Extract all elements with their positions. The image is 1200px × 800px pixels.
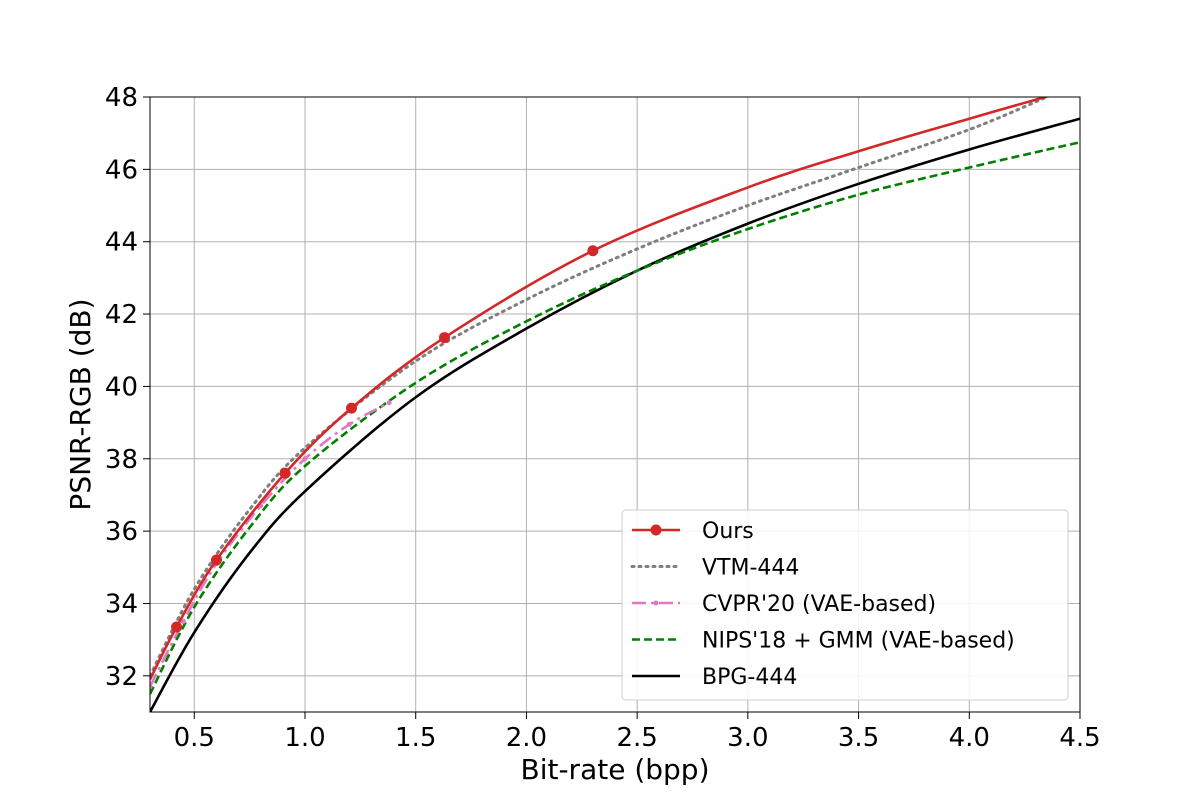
legend-label: CVPR'20 (VAE-based) — [702, 592, 936, 617]
legend-label: Ours — [702, 519, 754, 544]
legend-label: VTM-444 — [702, 556, 799, 581]
x-tick-label: 1.0 — [284, 723, 325, 753]
plot-frame — [149, 96, 1081, 713]
x-tick-label: 4.0 — [949, 723, 990, 753]
data-point — [346, 402, 357, 414]
series-line — [150, 140, 1080, 695]
data-point — [587, 245, 599, 257]
ticks: 0.5 1.0 1.5 2.0 2.5 3.0 3.5 4.0 4.5 32 34 36 38 40 42 4… — [105, 83, 1101, 753]
legend-label: BPG-444 — [702, 665, 797, 690]
x-axis-label: Bit-rate (bpp) — [520, 753, 709, 786]
x-tick-label: 4.5 — [1059, 723, 1100, 753]
series-layer — [150, 97, 1080, 712]
data-point — [302, 456, 308, 462]
y-tick-label: 34 — [105, 589, 138, 619]
y-tick-label: 44 — [105, 228, 138, 258]
data-point — [346, 421, 352, 427]
legend-box — [621, 509, 1069, 701]
x-tick-label: 2.5 — [616, 723, 657, 753]
data-point — [210, 554, 222, 566]
x-tick-label: 3.0 — [727, 723, 768, 753]
x-tick-label: 0.5 — [174, 723, 215, 753]
data-point — [386, 400, 392, 406]
y-tick-label: 32 — [105, 662, 138, 692]
y-tick-label: 36 — [105, 517, 138, 547]
data-point — [150, 684, 153, 690]
series-3 — [150, 140, 1080, 695]
legend-marker — [653, 600, 659, 606]
x-tick-label: 3.5 — [838, 723, 879, 753]
y-tick-label: 40 — [105, 372, 138, 402]
x-tick-label: 2.0 — [506, 723, 547, 753]
series-2 — [150, 400, 392, 690]
series-1 — [150, 97, 1049, 678]
data-point — [279, 467, 291, 479]
y-tick-label: 48 — [105, 83, 138, 113]
legend: Ours VTM-444 CVPR'20 (VAE-based) NIPS'18 + … — [621, 509, 1069, 701]
legend-marker — [650, 524, 662, 536]
y-tick-label: 46 — [105, 155, 138, 185]
y-tick-label: 38 — [105, 445, 138, 475]
series-4 — [150, 117, 1080, 712]
series-0 — [150, 97, 1050, 681]
series-line — [150, 117, 1080, 712]
y-axis-label: PSNR-RGB (dB) — [64, 298, 97, 510]
x-tick-label: 1.5 — [395, 723, 436, 753]
data-point — [171, 621, 183, 633]
data-point — [439, 332, 450, 344]
y-tick-label: 42 — [105, 300, 138, 330]
series-line — [150, 97, 1049, 678]
legend-label: NIPS'18 + GMM (VAE-based) — [702, 629, 1015, 654]
data-point — [180, 619, 186, 625]
